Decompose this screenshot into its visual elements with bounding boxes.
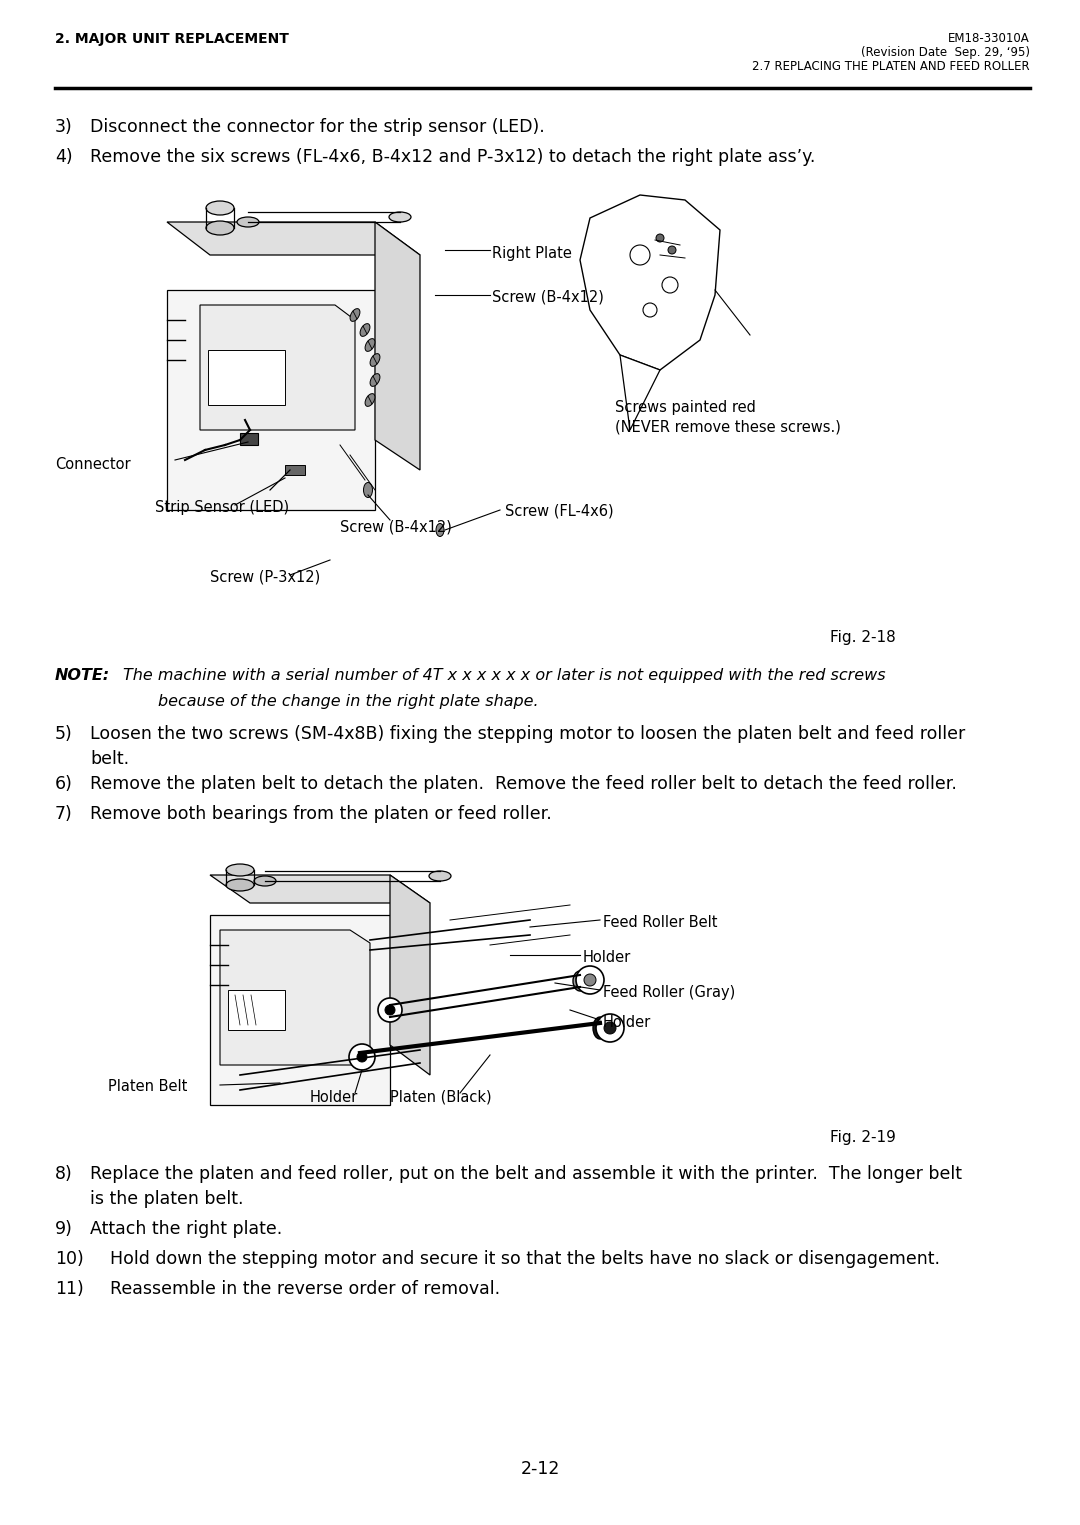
- Ellipse shape: [364, 482, 373, 497]
- Bar: [285, 465, 305, 474]
- Ellipse shape: [593, 1017, 607, 1039]
- Ellipse shape: [237, 217, 259, 227]
- Circle shape: [584, 974, 596, 987]
- Text: (NEVER remove these screws.): (NEVER remove these screws.): [615, 419, 841, 435]
- Ellipse shape: [226, 865, 254, 875]
- Text: The machine with a serial number of 4T x x x x x x or later is not equipped with: The machine with a serial number of 4T x…: [123, 668, 886, 683]
- Text: Strip Sensor (LED): Strip Sensor (LED): [156, 500, 289, 515]
- Ellipse shape: [254, 875, 276, 886]
- Circle shape: [656, 233, 664, 242]
- Text: Platen (Black): Platen (Black): [390, 1090, 491, 1106]
- Polygon shape: [580, 195, 720, 371]
- Text: Screw (P-3x12): Screw (P-3x12): [210, 570, 321, 586]
- Text: 2.7 REPLACING THE PLATEN AND FEED ROLLER: 2.7 REPLACING THE PLATEN AND FEED ROLLER: [753, 59, 1030, 73]
- Polygon shape: [220, 930, 370, 1064]
- Circle shape: [596, 1014, 624, 1042]
- Text: Reassemble in the reverse order of removal.: Reassemble in the reverse order of remov…: [110, 1279, 500, 1298]
- Polygon shape: [210, 875, 430, 903]
- Text: Feed Roller Belt: Feed Roller Belt: [603, 915, 717, 930]
- Text: 6): 6): [55, 775, 72, 793]
- Text: because of the change in the right plate shape.: because of the change in the right plate…: [158, 694, 539, 709]
- Text: Remove the six screws (FL-4x6, B-4x12 and P-3x12) to detach the right plate ass’: Remove the six screws (FL-4x6, B-4x12 an…: [90, 148, 815, 166]
- Text: Remove the platen belt to detach the platen.  Remove the feed roller belt to det: Remove the platen belt to detach the pla…: [90, 775, 957, 793]
- Ellipse shape: [206, 221, 234, 235]
- Text: 10): 10): [55, 1250, 84, 1267]
- Polygon shape: [375, 223, 420, 470]
- Text: belt.: belt.: [90, 750, 130, 769]
- Circle shape: [357, 1052, 367, 1061]
- Circle shape: [576, 965, 604, 994]
- Text: Holder: Holder: [603, 1016, 651, 1029]
- Text: Screw (B-4x12): Screw (B-4x12): [492, 290, 604, 305]
- Polygon shape: [208, 351, 285, 406]
- Ellipse shape: [370, 354, 380, 366]
- Text: EM18-33010A: EM18-33010A: [948, 32, 1030, 46]
- Ellipse shape: [436, 523, 444, 537]
- Ellipse shape: [365, 339, 375, 351]
- Text: Disconnect the connector for the strip sensor (LED).: Disconnect the connector for the strip s…: [90, 117, 544, 136]
- Circle shape: [384, 1005, 395, 1016]
- Bar: [240, 433, 258, 445]
- Polygon shape: [390, 875, 430, 1075]
- Text: Holder: Holder: [310, 1090, 359, 1106]
- Text: Replace the platen and feed roller, put on the belt and assemble it with the pri: Replace the platen and feed roller, put …: [90, 1165, 962, 1183]
- Ellipse shape: [370, 374, 380, 386]
- Circle shape: [662, 278, 678, 293]
- Text: Fig. 2-19: Fig. 2-19: [831, 1130, 896, 1145]
- Text: 8): 8): [55, 1165, 72, 1183]
- Polygon shape: [200, 305, 355, 430]
- Text: Holder: Holder: [583, 950, 631, 965]
- Polygon shape: [210, 915, 390, 1106]
- Text: 5): 5): [55, 724, 72, 743]
- Ellipse shape: [573, 971, 588, 991]
- Text: Fig. 2-18: Fig. 2-18: [831, 630, 895, 645]
- Ellipse shape: [226, 878, 254, 891]
- Ellipse shape: [350, 308, 360, 322]
- Text: Screws painted red: Screws painted red: [615, 400, 756, 415]
- Text: Screw (B-4x12): Screw (B-4x12): [340, 520, 451, 535]
- Text: Right Plate: Right Plate: [492, 246, 572, 261]
- Ellipse shape: [429, 871, 451, 881]
- Ellipse shape: [360, 323, 370, 337]
- Circle shape: [378, 997, 402, 1022]
- Text: 9): 9): [55, 1220, 72, 1238]
- Ellipse shape: [389, 212, 411, 223]
- Text: Feed Roller (Gray): Feed Roller (Gray): [603, 985, 735, 1000]
- Text: Remove both bearings from the platen or feed roller.: Remove both bearings from the platen or …: [90, 805, 552, 824]
- Text: 4): 4): [55, 148, 72, 166]
- Polygon shape: [167, 290, 375, 509]
- Polygon shape: [228, 990, 285, 1029]
- Text: NOTE:: NOTE:: [55, 668, 110, 683]
- Circle shape: [604, 1022, 616, 1034]
- Circle shape: [643, 303, 657, 317]
- Circle shape: [630, 246, 650, 265]
- Text: 2-12: 2-12: [521, 1459, 559, 1478]
- Polygon shape: [620, 355, 660, 430]
- Text: Attach the right plate.: Attach the right plate.: [90, 1220, 282, 1238]
- Text: is the platen belt.: is the platen belt.: [90, 1190, 243, 1208]
- Circle shape: [349, 1045, 375, 1071]
- Text: Loosen the two screws (SM-4x8B) fixing the stepping motor to loosen the platen b: Loosen the two screws (SM-4x8B) fixing t…: [90, 724, 966, 743]
- Ellipse shape: [206, 201, 234, 215]
- Text: 2. MAJOR UNIT REPLACEMENT: 2. MAJOR UNIT REPLACEMENT: [55, 32, 288, 46]
- Polygon shape: [167, 223, 420, 255]
- Text: Connector: Connector: [55, 458, 131, 473]
- Text: Screw (FL-4x6): Screw (FL-4x6): [505, 503, 613, 518]
- Ellipse shape: [365, 393, 375, 406]
- Text: Platen Belt: Platen Belt: [108, 1080, 187, 1093]
- Text: (Revision Date  Sep. 29, ‘95): (Revision Date Sep. 29, ‘95): [861, 46, 1030, 59]
- Text: 3): 3): [55, 117, 72, 136]
- Circle shape: [669, 246, 676, 255]
- Text: Hold down the stepping motor and secure it so that the belts have no slack or di: Hold down the stepping motor and secure …: [110, 1250, 940, 1267]
- Text: 11): 11): [55, 1279, 84, 1298]
- Text: 7): 7): [55, 805, 72, 824]
